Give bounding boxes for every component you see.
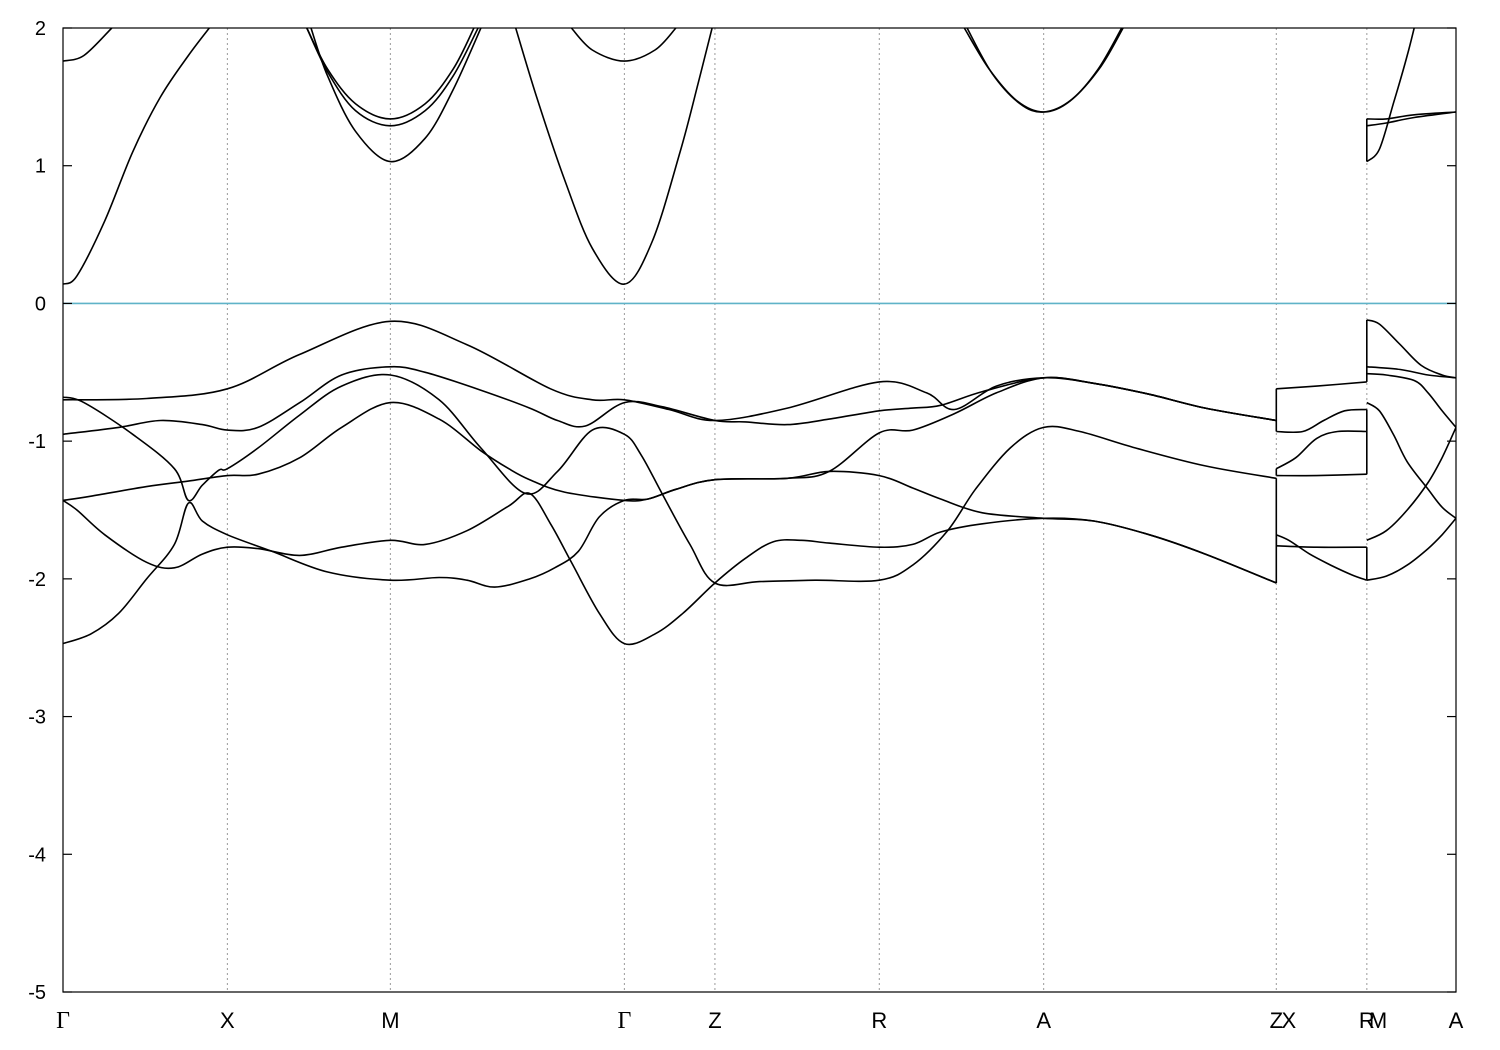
- kpoint-label: X: [220, 1008, 235, 1033]
- band-line: [1366, 111, 1456, 121]
- band-lines: [63, 28, 1456, 646]
- kpoint-labels: Γ X M Γ Z R A ZX RM A: [56, 1008, 1464, 1034]
- band-line: [1276, 473, 1367, 477]
- band-line: [1366, 28, 1415, 163]
- kpoint-label: A: [1036, 1008, 1051, 1033]
- kpoint-label: R: [1359, 1008, 1375, 1033]
- band-line: [1366, 319, 1456, 379]
- kpoint-label: Γ: [56, 1008, 70, 1034]
- plot-frame: [62, 27, 1457, 993]
- band-line: [310, 28, 482, 163]
- band-line: [1366, 517, 1456, 581]
- kpoint-label: A: [1449, 1008, 1464, 1033]
- kpoint-label: M: [1369, 1008, 1387, 1033]
- kpoint-label: Z: [708, 1008, 721, 1033]
- band-line: [63, 492, 1277, 646]
- band-line: [570, 28, 677, 62]
- band-line: [966, 28, 1124, 113]
- y-axis-ticks: 2 1 0 -1 -2 -3 -4 -5: [28, 18, 1456, 1004]
- kpoint-gridlines: [226, 28, 1368, 992]
- y-tick-label: -2: [28, 569, 46, 591]
- kpoint-label: Z: [1270, 1008, 1283, 1033]
- y-tick-label: -3: [28, 707, 46, 729]
- band-line: [1275, 430, 1367, 470]
- band-line: [306, 28, 479, 127]
- band-line: [1276, 545, 1367, 549]
- y-tick-label: 0: [35, 293, 46, 315]
- band-line: [1366, 366, 1456, 379]
- kpoint-label: M: [381, 1008, 399, 1033]
- y-tick-label: 2: [35, 18, 46, 40]
- band-line: [1366, 111, 1456, 127]
- band-line: [1276, 381, 1367, 390]
- band-line: [63, 376, 1277, 502]
- band-line: [63, 470, 1277, 645]
- band-line: [1366, 372, 1456, 428]
- band-line: [514, 28, 713, 285]
- band-line: [1366, 427, 1456, 542]
- band-line: [63, 28, 210, 285]
- band-line: [63, 28, 113, 62]
- kpoint-label: R: [871, 1008, 887, 1033]
- band-line: [1275, 534, 1368, 581]
- kpoint-label: X: [1281, 1008, 1296, 1033]
- y-tick-label: -5: [28, 982, 46, 1004]
- band-line: [1276, 408, 1367, 434]
- band-line: [1366, 401, 1456, 519]
- y-tick-label: 1: [35, 156, 46, 178]
- band-line: [63, 373, 1277, 587]
- y-tick-label: -4: [28, 844, 46, 866]
- band-line: [306, 28, 475, 120]
- band-line: [63, 320, 1277, 422]
- band-line: [63, 365, 1277, 436]
- kpoint-label: Γ: [617, 1008, 631, 1034]
- y-tick-label: -1: [28, 431, 46, 453]
